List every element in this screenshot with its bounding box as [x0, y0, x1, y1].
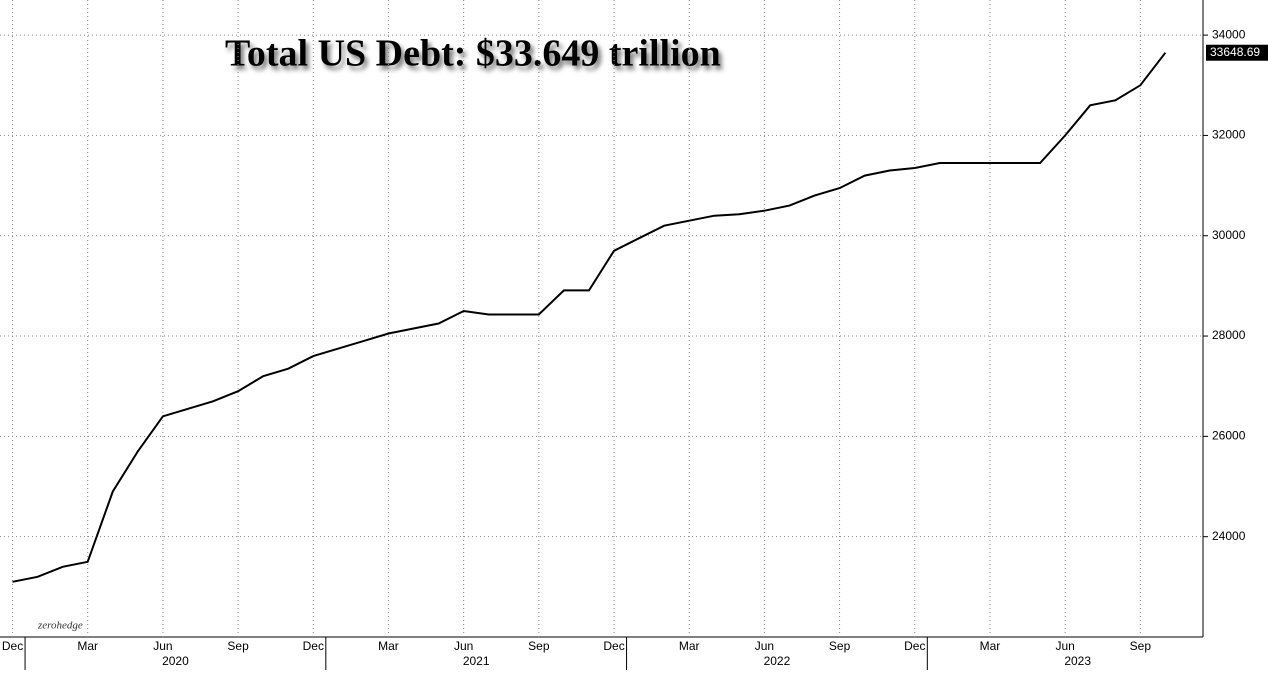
last-value-label: 33648.69 — [1210, 45, 1260, 59]
y-tick-label: 34000 — [1212, 27, 1246, 41]
x-tick-label: Mar — [679, 639, 700, 653]
x-tick-label: Mar — [980, 639, 1001, 653]
watermark: zerohedge — [37, 620, 83, 632]
x-tick-label: Dec — [2, 639, 23, 653]
x-tick-label: Jun — [1055, 639, 1074, 653]
chart-title: Total US Debt: $33.649 trillion — [225, 33, 721, 75]
x-tick-label: Mar — [77, 639, 98, 653]
year-label: 2023 — [1064, 654, 1091, 668]
x-tick-label: Mar — [378, 639, 399, 653]
x-tick-label: Jun — [755, 639, 774, 653]
year-label: 2020 — [162, 654, 189, 668]
x-tick-label: Dec — [904, 639, 925, 653]
year-label: 2021 — [463, 654, 490, 668]
x-tick-label: Sep — [829, 639, 851, 653]
x-tick-label: Sep — [227, 639, 249, 653]
x-tick-label: Dec — [303, 639, 324, 653]
x-tick-label: Sep — [528, 639, 550, 653]
line — [12, 52, 1167, 583]
x-tick-label: Jun — [454, 639, 473, 653]
x-tick-label: Jun — [153, 639, 172, 653]
y-tick-label: 26000 — [1212, 429, 1246, 443]
y-tick-label: 30000 — [1212, 228, 1246, 242]
y-tick-label: 32000 — [1212, 128, 1246, 142]
year-label: 2022 — [764, 654, 791, 668]
x-tick-label: Sep — [1130, 639, 1152, 653]
y-tick-label: 28000 — [1212, 328, 1246, 342]
last-value-box — [1206, 44, 1268, 61]
x-tick-label: Dec — [603, 639, 624, 653]
y-tick-label: 24000 — [1212, 529, 1246, 543]
